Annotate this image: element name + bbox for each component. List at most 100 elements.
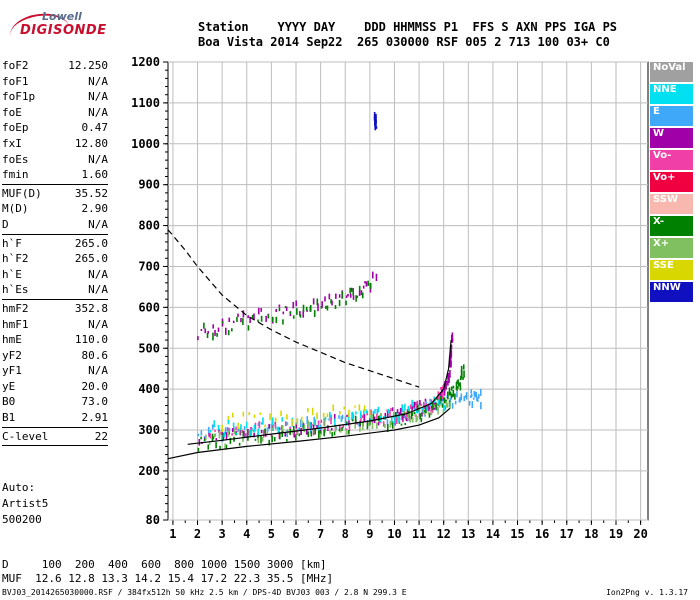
echo-mark [274, 425, 277, 430]
echo-mark [213, 420, 216, 428]
echo-mark [208, 440, 211, 446]
echo-mark [264, 424, 266, 428]
echo-mark [208, 432, 210, 437]
param-value: N/A [88, 267, 108, 281]
echo-mark [459, 377, 462, 381]
x-tick-label: 15 [510, 527, 524, 541]
param-name: foF1p [2, 90, 36, 104]
echo-mark [224, 327, 227, 335]
echo-mark [271, 317, 274, 324]
echo-mark [433, 399, 436, 408]
echo-mark [391, 407, 394, 412]
echo-mark [260, 315, 263, 322]
echo-mark [281, 431, 284, 438]
echo-mark [298, 433, 301, 437]
echo-mark [442, 385, 444, 390]
echo-mark [214, 329, 216, 336]
param-value: 35.52 [74, 186, 108, 200]
echo-mark [242, 318, 244, 325]
echo-mark [361, 292, 364, 299]
echo-mark [262, 417, 264, 425]
echo-mark [371, 423, 374, 430]
echo-mark [242, 436, 244, 442]
echo-mark [428, 404, 430, 412]
echo-mark [446, 381, 449, 385]
echo-mark [449, 359, 452, 363]
param-name: D [2, 217, 9, 231]
echo-mark [386, 409, 388, 412]
echo-mark [448, 373, 450, 377]
echo-mark [333, 431, 336, 436]
echo-mark [323, 429, 325, 437]
echo-mark [345, 423, 348, 426]
echo-mark [235, 432, 237, 436]
muf-distance-row: D 100 200 400 600 800 1000 1500 3000 [km… [2, 558, 327, 571]
echo-mark [412, 405, 414, 409]
echo-mark [281, 427, 284, 436]
echo-mark [398, 418, 401, 424]
echo-mark [411, 417, 414, 423]
y-tick-label: 600 [138, 300, 160, 314]
echo-mark [326, 305, 329, 311]
echo-mark [449, 346, 452, 349]
param-row: fxI 12.80 [2, 136, 108, 152]
param-row: D N/A [2, 217, 108, 233]
echo-mark [371, 420, 374, 424]
echo-mark [428, 403, 431, 410]
echo-mark [289, 426, 292, 432]
echo-mark [219, 445, 221, 450]
echo-mark [245, 434, 248, 438]
param-value: 110.0 [74, 333, 108, 347]
echo-mark [279, 432, 281, 440]
echo-mark [394, 418, 396, 426]
echo-mark [334, 425, 337, 431]
echo-mark [421, 407, 424, 411]
param-name: hmF2 [2, 301, 29, 315]
echo-mark [296, 431, 299, 435]
echo-mark [231, 412, 234, 418]
echo-mark [379, 415, 382, 424]
echo-mark [352, 411, 354, 420]
echo-mark [401, 404, 403, 413]
x-tick-label: 12 [436, 527, 450, 541]
echo-mark [422, 406, 425, 414]
legend-item: Vo+ [650, 172, 693, 192]
echo-mark [363, 413, 366, 422]
echo-mark [313, 416, 316, 424]
legend-item: SSW [650, 194, 693, 214]
echo-mark [200, 436, 202, 440]
echo-mark [449, 401, 451, 409]
echo-mark [348, 409, 350, 418]
echo-mark [421, 412, 423, 417]
echo-mark [434, 404, 436, 407]
echo-mark [460, 393, 463, 401]
echo-mark [310, 431, 313, 437]
echo-mark [433, 404, 436, 407]
echo-mark [451, 338, 454, 342]
echo-mark [214, 429, 216, 432]
echo-mark [292, 429, 294, 434]
param-value: 265.0 [74, 236, 108, 250]
echo-mark [423, 409, 426, 412]
echo-mark [457, 385, 459, 389]
parameter-list: foF2 12.250 foF1 N/A foF1p N/A foE N/A foEp 0.47 f… [2, 58, 108, 447]
echo-mark [292, 315, 295, 319]
echo-mark [232, 422, 235, 427]
echo-mark [449, 391, 452, 396]
echo-mark [359, 422, 361, 426]
echo-mark [457, 379, 459, 384]
echo-mark [374, 120, 376, 126]
echo-mark [206, 332, 209, 339]
echo-mark [231, 328, 233, 332]
echo-mark [374, 115, 377, 122]
echo-mark [319, 424, 322, 431]
echo-mark [439, 396, 442, 404]
echo-mark [443, 397, 446, 404]
echo-mark [292, 432, 295, 436]
echo-mark [439, 392, 442, 396]
echo-mark [309, 421, 311, 429]
echo-mark [325, 305, 327, 309]
echo-mark [275, 316, 278, 324]
x-tick-label: 10 [387, 527, 401, 541]
param-row: hmF1 N/A [2, 317, 108, 333]
